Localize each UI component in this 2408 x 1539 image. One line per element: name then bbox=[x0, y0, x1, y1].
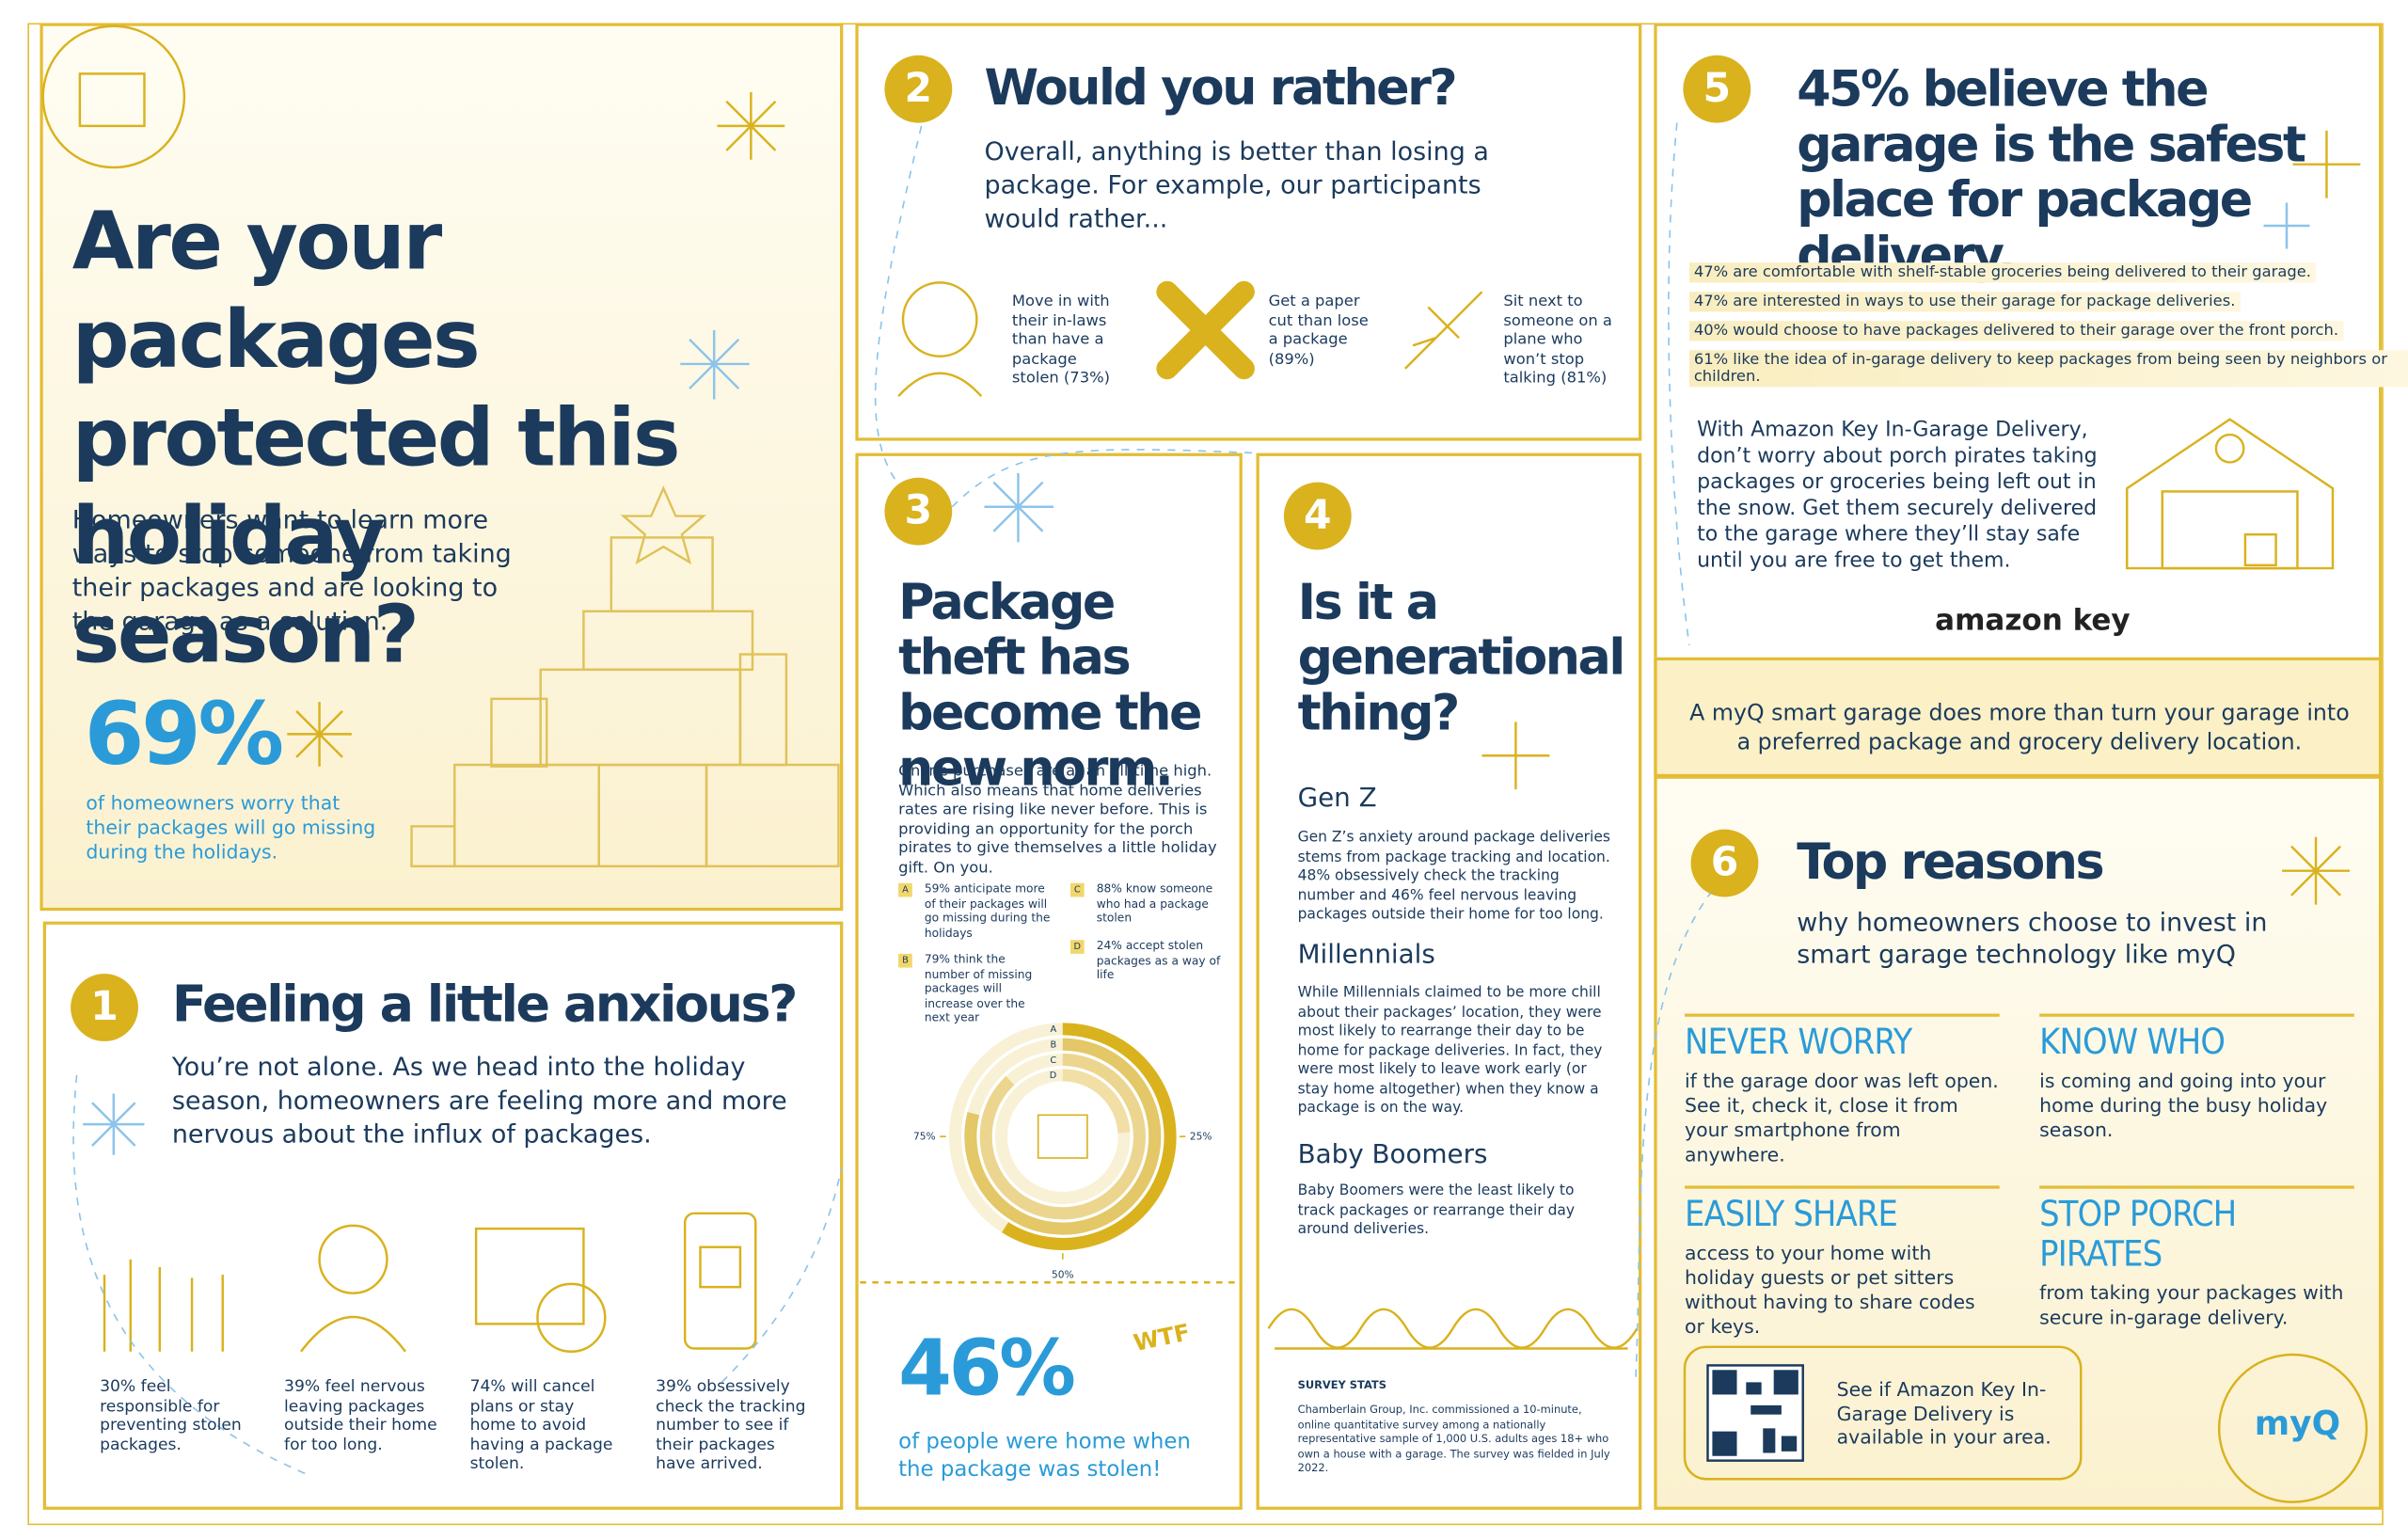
reason-heading: STOP PORCH PIRATES bbox=[2039, 1195, 2237, 1276]
reason: STOP PORCH PIRATES from taking your packa… bbox=[2039, 1185, 2354, 1329]
section-title: Feeling a little anxious? bbox=[171, 974, 799, 1034]
reason-heading: EASILY SHARE bbox=[1685, 1195, 1898, 1235]
reason-text: from taking your packages with secure in… bbox=[2039, 1280, 2344, 1329]
hero-title: Are your packages protected this holiday… bbox=[71, 196, 681, 682]
section-body: With Amazon Key In-Garage Delivery, don’… bbox=[1697, 418, 2098, 573]
package-icon bbox=[1037, 1114, 1088, 1159]
section-title: Top reasons bbox=[1797, 832, 2104, 891]
panel-1 bbox=[42, 921, 844, 1510]
section-title: Would you rather? bbox=[984, 58, 1458, 118]
reason-heading: KNOW WHO bbox=[2039, 1023, 2226, 1063]
fact: 47% are interested in ways to use their … bbox=[1688, 292, 2241, 312]
section-number: 1 bbox=[71, 974, 138, 1041]
group-text: Baby Boomers were the least likely to tr… bbox=[1297, 1182, 1576, 1238]
snowflakes bbox=[83, 202, 2310, 1155]
group-text: Gen Z’s anxiety around package deliverie… bbox=[1297, 829, 1610, 924]
fact: 47% are comfortable with shelf-stable gr… bbox=[1688, 262, 2316, 283]
reason-text: if the garage door was left open. See it… bbox=[1685, 1069, 1999, 1166]
group-heading: Millennials bbox=[1297, 940, 1435, 971]
banner bbox=[1654, 657, 2383, 778]
package-badge bbox=[41, 24, 186, 169]
reason: EASILY SHARE access to your home with hol… bbox=[1685, 1185, 2000, 1339]
section2-icons bbox=[897, 280, 1483, 398]
reason-heading: NEVER WORRY bbox=[1685, 1023, 1912, 1063]
amazon-logo: amazon key bbox=[1935, 603, 2131, 638]
reason: NEVER WORRY if the garage door was left o… bbox=[1685, 1013, 2000, 1167]
survey-heading: SURVEY STATS bbox=[1297, 1379, 1386, 1392]
stat-text: 59% anticipate more of their packages wi… bbox=[924, 881, 1051, 940]
gold-flakes bbox=[287, 91, 2361, 905]
panel-3 bbox=[855, 452, 1243, 1510]
hero-panel bbox=[40, 23, 844, 912]
ring-arc bbox=[1002, 1023, 1177, 1250]
myq-badge bbox=[2217, 1353, 2368, 1503]
stat-item: 74% will cancel plans or stay home to av… bbox=[469, 1377, 613, 1473]
qr-box bbox=[1683, 1345, 2083, 1481]
package-icon bbox=[78, 72, 146, 128]
section-body: Online purchases are at an all-time high… bbox=[898, 763, 1217, 877]
gift-boxes bbox=[410, 485, 840, 868]
panel-5 bbox=[1654, 23, 2383, 779]
fact: 61% like the idea of in-garage delivery … bbox=[1688, 350, 2408, 388]
ring-label: D bbox=[1050, 1071, 1057, 1081]
section-title: Package theft has become the new norm. bbox=[898, 572, 1202, 798]
section-subtitle: why homeowners choose to invest in smart… bbox=[1797, 907, 2268, 970]
section-number: 2 bbox=[884, 55, 953, 123]
reason-text: access to your home with holiday guests … bbox=[1685, 1241, 1975, 1339]
tick-label: 25% bbox=[1190, 1130, 1212, 1142]
stat-item: 39% obsessively check the tracking numbe… bbox=[656, 1377, 806, 1473]
section-number: 5 bbox=[1683, 55, 1751, 123]
rather-item: Sit next to someone on a plane who won’t… bbox=[1503, 293, 1612, 388]
group-heading: Gen Z bbox=[1297, 783, 1377, 815]
swirl-band bbox=[1267, 1308, 1639, 1349]
section-number: 4 bbox=[1283, 482, 1352, 550]
ring-arc bbox=[979, 1053, 1146, 1220]
section-title: 45% believe the garage is the safest pla… bbox=[1797, 59, 2306, 285]
stat-text: 79% think the number of missing packages… bbox=[924, 952, 1033, 1024]
tick-label: 75% bbox=[913, 1130, 936, 1142]
stat-letter: D bbox=[1069, 940, 1085, 954]
section-number: 3 bbox=[884, 477, 953, 546]
myq-logo: myQ bbox=[2254, 1404, 2341, 1444]
reason-text: is coming and going into your home durin… bbox=[2039, 1069, 2328, 1142]
qr-code bbox=[1706, 1364, 1804, 1462]
ring-label: C bbox=[1050, 1055, 1056, 1066]
stat-text: 24% accept stolen packages as a way of l… bbox=[1096, 938, 1221, 982]
stat-item: 30% feel responsible for preventing stol… bbox=[100, 1377, 242, 1454]
banner-text: A myQ smart garage does more than turn y… bbox=[1689, 702, 2350, 756]
hero-body: Homeowners want to learn more ways to st… bbox=[71, 505, 512, 636]
group-text: While Millennials claimed to be more chi… bbox=[1297, 984, 1603, 1117]
hero-stat: 69% bbox=[84, 685, 284, 785]
stat-text: 88% know someone who had a package stole… bbox=[1096, 881, 1213, 925]
hero-stat-text: of homeowners worry that their packages … bbox=[86, 790, 376, 864]
rather-item: Move in with their in-laws than have a p… bbox=[1011, 293, 1110, 388]
section-body: You’re not alone. As we head into the ho… bbox=[171, 1052, 787, 1150]
stat-text: of people were home when the package was… bbox=[898, 1429, 1191, 1483]
stat-letter: C bbox=[1069, 882, 1085, 897]
stat-item: 39% feel nervous leaving packages outsid… bbox=[284, 1377, 437, 1454]
section-number: 6 bbox=[1690, 829, 1759, 897]
reason: KNOW WHO is coming and going into your ho… bbox=[2039, 1013, 2354, 1143]
garage-icon bbox=[2125, 418, 2335, 570]
section-title: Is it a generational thing? bbox=[1297, 572, 1626, 742]
ring-arc bbox=[964, 1038, 1162, 1235]
group-heading: Baby Boomers bbox=[1297, 1139, 1488, 1171]
stat-letter: B bbox=[898, 953, 912, 968]
survey-text: Chamberlain Group, Inc. commissioned a 1… bbox=[1297, 1404, 1610, 1475]
rather-item: Get a paper cut than lose a package (89%… bbox=[1268, 293, 1369, 369]
ring-label: A bbox=[1051, 1024, 1057, 1035]
ring-arc bbox=[1062, 1069, 1131, 1134]
stat: 46% bbox=[898, 1324, 1076, 1414]
stat-letter: A bbox=[898, 882, 912, 897]
fact: 40% would choose to have packages delive… bbox=[1688, 321, 2343, 341]
section1-icons bbox=[103, 1212, 757, 1353]
section-body: Overall, anything is better than losing … bbox=[984, 136, 1489, 234]
tick-label: 50% bbox=[1052, 1268, 1074, 1280]
qr-text: See if Amazon Key In-Garage Delivery is … bbox=[1836, 1377, 2052, 1449]
ring-label: B bbox=[1051, 1039, 1057, 1050]
